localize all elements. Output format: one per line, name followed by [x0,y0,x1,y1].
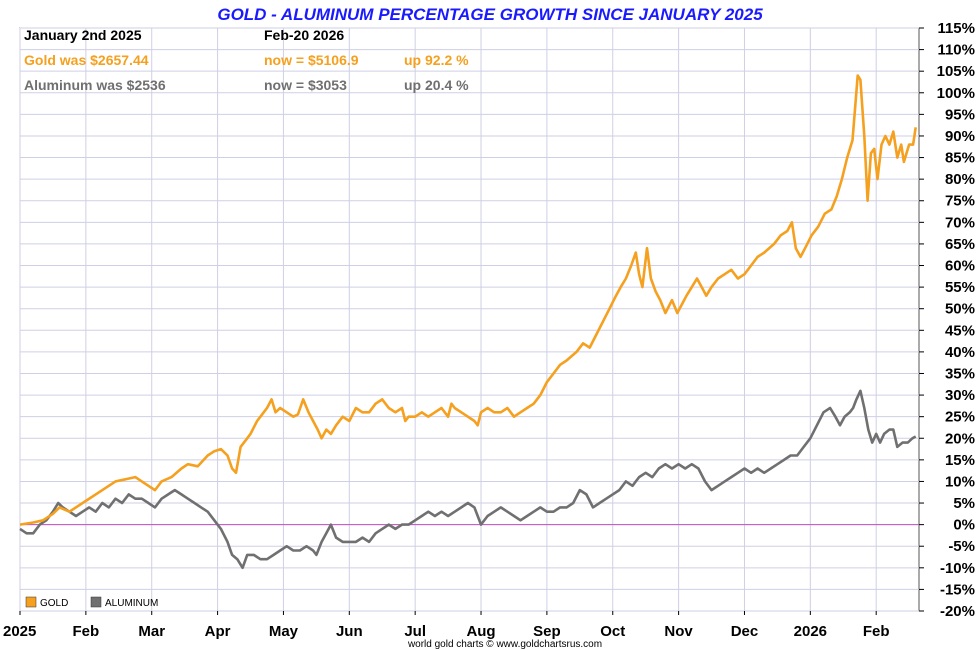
aluminum-up-label: up 20.4 % [404,77,469,93]
y-tick-label: 90% [945,128,975,145]
legend-gold-swatch [25,596,37,608]
x-tick-label: Oct [600,623,625,640]
y-tick-label: 50% [945,301,975,318]
y-tick-label: 20% [945,430,975,447]
y-tick-label: 115% [937,20,975,37]
y-tick-label: 70% [945,214,975,231]
x-tick-label: Dec [731,623,759,640]
y-tick-label: 110% [937,42,975,59]
y-tick-label: 30% [945,387,975,404]
x-axis-ticks: 2025 Feb Mar Apr May Jun Jul Aug Sep Oct Nov Dec 202… [3,611,890,640]
x-tick-label: Mar [138,623,165,640]
legend-gold-label: GOLD [40,598,68,609]
y-tick-label: 65% [945,236,975,253]
y-axis-ticks: -20% -15% -10% -5% 0% 5% 10% 15% 20% 25% 30% 35% 40%… [919,20,975,620]
y-tick-label: -5% [948,538,975,555]
y-tick-label: 85% [945,150,975,167]
x-tick-label: Jun [336,623,363,640]
x-tick-label: Jul [404,623,426,640]
gold-now-label: now = $5106.9 [264,52,359,68]
chart-title: GOLD - ALUMINUM PERCENTAGE GROWTH SINCE … [217,5,763,24]
y-tick-label: -10% [940,560,975,577]
y-tick-label: 75% [945,193,975,210]
y-tick-label: 95% [945,106,975,123]
legend-aluminum-swatch [90,596,102,608]
x-tick-label: Feb [73,623,100,640]
y-tick-label: 105% [937,63,975,80]
x-tick-label: Sep [533,623,561,640]
legend-aluminum-label: ALUMINUM [105,598,158,609]
y-tick-label: 15% [945,452,975,469]
y-tick-label: 10% [945,473,975,490]
gold-was-label: Gold was $2657.44 [24,52,149,68]
y-tick-label: 55% [945,279,975,296]
aluminum-was-label: Aluminum was $2536 [24,77,166,93]
plot-area [19,27,920,612]
y-tick-label: 45% [945,322,975,339]
series-line-aluminum [19,389,917,570]
y-tick-label: 80% [945,171,975,188]
end-date-label: Feb-20 2026 [264,27,344,43]
series-line-gold [19,74,917,526]
x-tick-label: Feb [863,623,890,640]
legend: GOLD ALUMINUM [25,596,158,609]
y-tick-label: 60% [945,258,975,275]
x-tick-label: Nov [664,623,693,640]
y-tick-label: 35% [945,365,975,382]
start-date-label: January 2nd 2025 [24,27,142,43]
y-tick-label: -15% [940,581,975,598]
x-tick-label: 2025 [3,623,36,640]
y-tick-label: 100% [937,85,975,102]
series-group [19,74,917,570]
chart-credit: world gold charts © www.goldchartsrus.co… [407,639,602,650]
y-tick-label: 5% [953,495,975,512]
x-tick-label: 2026 [794,623,827,640]
y-tick-label: 25% [945,409,975,426]
y-tick-label: 40% [945,344,975,361]
gold-up-label: up 92.2 % [404,52,469,68]
x-tick-label: Aug [466,623,495,640]
x-tick-label: May [269,623,299,640]
x-tick-label: Apr [205,623,231,640]
y-tick-label: -20% [940,603,975,620]
aluminum-now-label: now = $3053 [264,77,347,93]
y-tick-label: 0% [953,517,975,534]
